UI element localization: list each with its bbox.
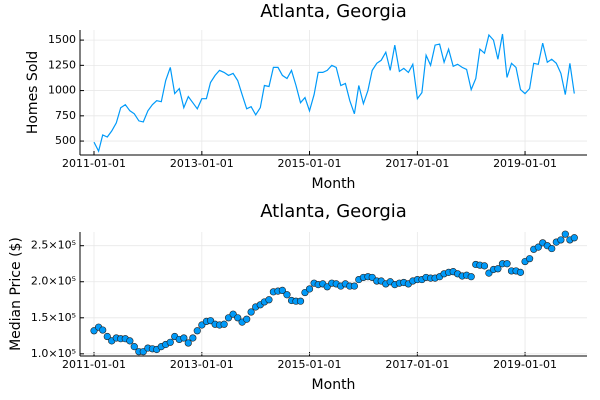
data-point	[126, 337, 134, 345]
data-point	[570, 234, 578, 242]
y-tick-label: 1000	[48, 84, 76, 97]
y-tick-label: 750	[55, 109, 76, 122]
data-point	[283, 291, 291, 299]
data-point	[220, 320, 228, 328]
y-tick-label: 1.5×10⁵	[31, 311, 76, 324]
y-tick-label: 1.0×10⁵	[31, 347, 76, 360]
data-point	[166, 338, 174, 346]
data-point	[247, 308, 255, 316]
x-tick-label: 2019-01-01	[493, 358, 557, 371]
chart-title: Atlanta, Georgia	[260, 201, 407, 222]
data-point	[548, 244, 556, 253]
data-point	[180, 334, 188, 342]
data-point	[526, 255, 534, 263]
y-tick-label: 2.5×10⁵	[31, 239, 76, 252]
data-point	[103, 332, 111, 341]
data-point	[305, 285, 314, 293]
x-tick-label: 2013-01-01	[170, 358, 234, 371]
y-tick-label: 2.0×10⁵	[31, 275, 76, 288]
y-axis-label: Median Price ($)	[8, 237, 24, 351]
data-point	[243, 315, 251, 323]
data-point	[350, 282, 358, 290]
data-point	[193, 327, 201, 335]
y-axis-label: Homes Sold	[25, 51, 41, 134]
data-point	[480, 262, 489, 270]
data-point	[265, 296, 273, 304]
data-line	[93, 33, 575, 153]
data-point	[516, 268, 525, 276]
data-point	[503, 260, 511, 268]
x-tick-label: 2017-01-01	[385, 157, 449, 170]
data-point	[189, 334, 197, 342]
x-tick-label: 2011-01-01	[62, 358, 126, 371]
data-point	[557, 236, 565, 244]
data-point	[234, 314, 242, 322]
x-axis-label: Month	[312, 176, 356, 192]
y-tick-label: 1250	[48, 58, 76, 71]
data-point	[278, 286, 286, 294]
x-tick-label: 2011-01-01	[62, 157, 126, 170]
data-point	[184, 339, 192, 347]
y-tick-label: 500	[55, 134, 76, 147]
data-point	[296, 297, 305, 305]
data-point	[467, 273, 475, 281]
x-tick-label: 2015-01-01	[278, 157, 342, 170]
x-tick-label: 2019-01-01	[493, 157, 557, 170]
x-tick-label: 2015-01-01	[278, 358, 342, 371]
y-tick-label: 1500	[48, 33, 76, 46]
chart-title: Atlanta, Georgia	[260, 1, 407, 22]
x-tick-label: 2013-01-01	[170, 157, 234, 170]
data-point	[130, 343, 138, 351]
x-axis-label: Month	[312, 377, 356, 393]
x-tick-label: 2017-01-01	[385, 358, 449, 371]
data-point	[534, 243, 542, 251]
data-point	[494, 265, 502, 273]
data-point	[99, 326, 107, 334]
data-point	[561, 230, 569, 238]
